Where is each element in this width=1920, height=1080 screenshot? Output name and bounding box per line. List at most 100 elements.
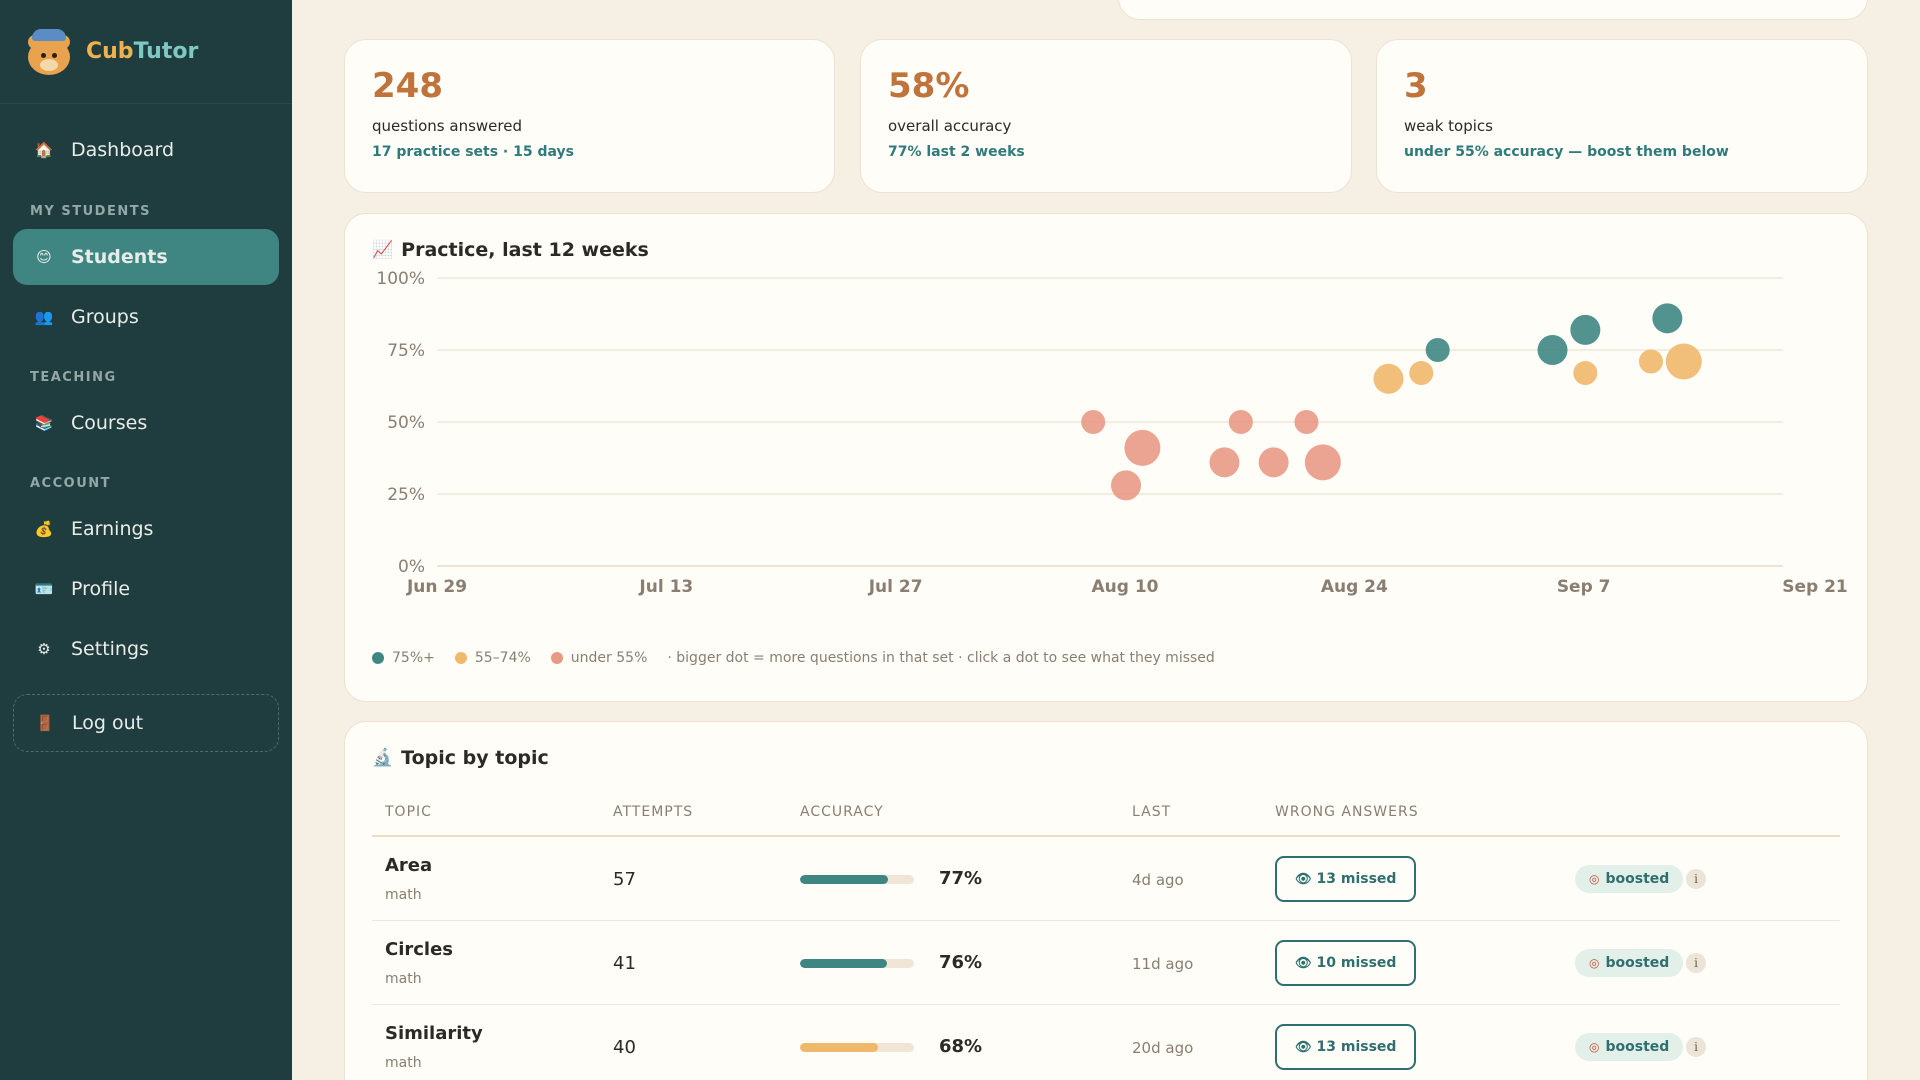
data-point[interactable] — [1228, 410, 1253, 434]
data-point[interactable] — [1111, 470, 1141, 501]
target-icon: ◎ — [1589, 872, 1600, 886]
column-header-last: LAST — [1132, 804, 1172, 820]
stat-value: 248 — [372, 66, 443, 106]
stat-sub: 77% last 2 weeks — [888, 144, 1025, 160]
sidebar-item-label: Courses — [71, 412, 148, 434]
sidebar-item-profile[interactable]: 🪪 Profile — [13, 561, 279, 617]
missed-button[interactable]: 👁 10 missed — [1275, 940, 1417, 986]
data-point[interactable] — [1665, 343, 1702, 380]
data-point[interactable] — [1537, 335, 1568, 365]
data-point[interactable] — [1373, 363, 1404, 394]
target-icon: ◎ — [1589, 1040, 1600, 1054]
section-label-my-students: MY STUDENTS — [30, 204, 151, 219]
bear-icon — [24, 27, 74, 77]
eye-icon: 👁 — [1295, 871, 1312, 887]
books-icon: 📚 — [34, 414, 54, 432]
accuracy-value: 68% — [939, 1036, 983, 1057]
accuracy-bar-fill — [800, 875, 888, 884]
sidebar-item-earnings[interactable]: 💰 Earnings — [13, 501, 279, 557]
legend-item-high: 75%+ — [372, 650, 435, 666]
topic-category: math — [385, 971, 422, 987]
sidebar-item-groups[interactable]: 👥 Groups — [13, 289, 279, 345]
table-row[interactable]: Circles math 41 76% 11d ago 👁 10 missed ◎… — [372, 921, 1840, 1005]
accuracy-bar — [800, 875, 914, 884]
last-practiced: 4d ago — [1132, 871, 1184, 889]
y-tick-label: 0% — [398, 557, 425, 577]
section-label-account: ACCOUNT — [30, 476, 111, 491]
eye-icon: 👁 — [1295, 1039, 1312, 1055]
y-tick-label: 25% — [387, 485, 425, 505]
chart-icon: 📈 — [372, 240, 394, 260]
missed-label: 10 missed — [1316, 955, 1397, 971]
brand[interactable]: CubTutor — [0, 0, 292, 104]
sidebar-item-students[interactable]: 😊 Students — [13, 229, 279, 285]
data-point[interactable] — [1573, 361, 1598, 386]
data-point[interactable] — [1570, 314, 1601, 345]
chart-title-text: Practice, last 12 weeks — [401, 239, 649, 261]
sidebar-item-courses[interactable]: 📚 Courses — [13, 395, 279, 451]
missed-button[interactable]: 👁 13 missed — [1275, 856, 1417, 902]
data-point[interactable] — [1294, 410, 1319, 434]
accuracy-value: 77% — [939, 868, 983, 889]
practice-scatter-chart: 0% 25% 50% 75% 100% Jun 29 Jul 13 Jul 27 Aug 10 A… — [376, 269, 1848, 597]
practice-chart-card: 📈 Practice, last 12 weeks 0% 25% 50% 75% 100… — [344, 213, 1868, 702]
info-icon[interactable]: i — [1686, 869, 1706, 889]
eye-icon: 👁 — [1295, 955, 1312, 971]
last-practiced: 11d ago — [1132, 955, 1194, 973]
stat-value: 58% — [888, 66, 970, 106]
column-header-topic: TOPIC — [385, 804, 432, 820]
topic-category: math — [385, 887, 422, 903]
chart-legend: 75%+ 55–74% under 55% · bigger dot = mor… — [372, 650, 1235, 666]
missed-button[interactable]: 👁 13 missed — [1275, 1024, 1417, 1070]
table-title: 🔬 Topic by topic — [372, 747, 549, 769]
data-point[interactable] — [1258, 447, 1289, 478]
table-row[interactable]: Area math 57 77% 4d ago 👁 13 missed ◎ boos… — [372, 837, 1840, 921]
data-point[interactable] — [1304, 444, 1341, 481]
stat-value: 3 — [1404, 66, 1428, 106]
data-point[interactable] — [1209, 447, 1240, 478]
x-tick-label: Jul 13 — [638, 577, 693, 597]
info-icon[interactable]: i — [1686, 1037, 1706, 1057]
data-point[interactable] — [1652, 303, 1683, 334]
stat-sub: 17 practice sets · 15 days — [372, 144, 574, 160]
y-tick-label: 50% — [387, 413, 425, 433]
last-practiced: 20d ago — [1132, 1039, 1194, 1057]
info-icon[interactable]: i — [1686, 953, 1706, 973]
logout-button[interactable]: 🚪 Log out — [13, 694, 279, 752]
sidebar-item-dashboard[interactable]: 🏠 Dashboard — [13, 122, 279, 178]
sidebar-item-settings[interactable]: ⚙ Settings — [13, 621, 279, 677]
brand-name: CubTutor — [86, 39, 199, 64]
target-icon: ◎ — [1589, 956, 1600, 970]
boosted-badge[interactable]: ◎ boosted — [1575, 949, 1684, 977]
door-icon: 🚪 — [35, 714, 55, 732]
accuracy-bar-fill — [800, 959, 887, 968]
topic-category: math — [385, 1055, 422, 1071]
sidebar-item-label: Students — [71, 246, 168, 268]
data-point[interactable] — [1124, 429, 1161, 466]
data-point[interactable] — [1638, 349, 1663, 374]
stat-sub: under 55% accuracy — boost them below — [1404, 144, 1729, 160]
data-point[interactable] — [1425, 338, 1450, 362]
data-point[interactable] — [1081, 410, 1106, 434]
y-tick-label: 100% — [376, 269, 425, 289]
topic-table-card: 🔬 Topic by topic TOPIC ATTEMPTS ACCURACY… — [344, 721, 1868, 1080]
accuracy-bar — [800, 1043, 914, 1052]
x-tick-label: Sep 21 — [1782, 577, 1848, 597]
boosted-label: boosted — [1605, 871, 1670, 887]
legend-item-mid: 55–74% — [454, 650, 531, 666]
x-tick-label: Jun 29 — [406, 577, 467, 597]
boosted-badge[interactable]: ◎ boosted — [1575, 865, 1684, 893]
table-row[interactable]: Similarity math 40 68% 20d ago 👁 13 misse… — [372, 1005, 1840, 1080]
boosted-badge[interactable]: ◎ boosted — [1575, 1033, 1684, 1061]
attempts-value: 57 — [613, 869, 636, 890]
boosted-label: boosted — [1605, 955, 1670, 971]
topic-name: Circles — [385, 939, 454, 960]
sidebar-item-label: Settings — [71, 638, 149, 660]
sidebar-item-label: Dashboard — [71, 139, 175, 161]
legend-note: · bigger dot = more questions in that se… — [667, 650, 1215, 666]
topic-name: Similarity — [385, 1023, 483, 1044]
data-point[interactable] — [1409, 361, 1434, 386]
accuracy-value: 76% — [939, 952, 983, 973]
x-tick-label: Sep 7 — [1557, 577, 1611, 597]
y-tick-label: 75% — [387, 341, 425, 361]
